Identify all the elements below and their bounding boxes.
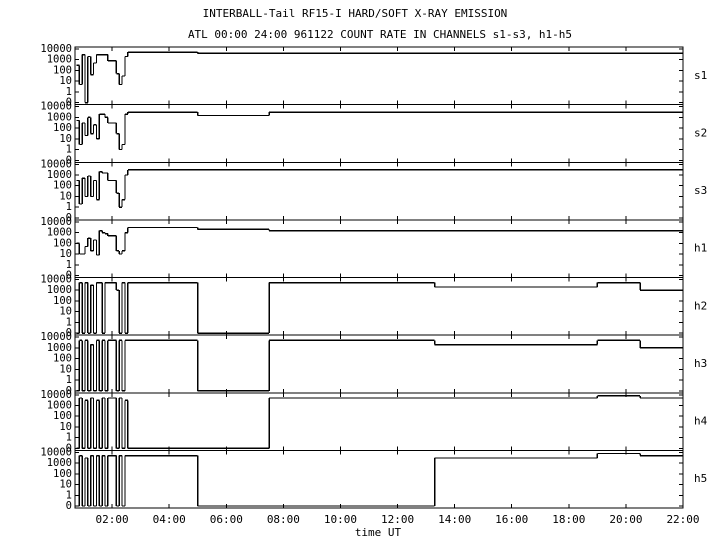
y-tick-label: 100 <box>53 295 72 307</box>
y-tick-label: 0 <box>66 327 72 339</box>
panel-label: h4 <box>694 415 708 428</box>
y-tick-label: 100 <box>53 468 72 480</box>
x-axis-label: time UT <box>355 526 402 539</box>
y-tick-label: 10 <box>59 190 72 202</box>
x-tick-label: 08:00 <box>267 513 300 526</box>
y-tick-label: 100 <box>53 237 72 249</box>
y-tick-label: 0 <box>66 270 72 282</box>
y-tick-label: 10 <box>59 306 72 318</box>
y-tick-label: 10000 <box>40 331 72 343</box>
y-tick-label: 1000 <box>47 169 72 181</box>
panel-label: s2 <box>694 126 707 139</box>
y-tick-label: 10000 <box>40 216 72 228</box>
y-tick-label: 0 <box>66 500 72 512</box>
y-tick-label: 1000 <box>47 111 72 123</box>
y-tick-label: 1000 <box>47 284 72 296</box>
y-tick-label: 0 <box>66 212 72 224</box>
panel-frame <box>74 334 684 394</box>
panel-frame <box>74 46 684 106</box>
x-tick-label: 02:00 <box>96 513 129 526</box>
y-tick-label: 10000 <box>40 446 72 458</box>
x-tick-label: 06:00 <box>210 513 243 526</box>
y-tick-label: 1 <box>66 432 72 444</box>
x-tick-label: 16:00 <box>495 513 528 526</box>
panel-frame <box>74 449 684 509</box>
y-tick-label: 10000 <box>40 274 72 286</box>
x-tick-label: 20:00 <box>609 513 642 526</box>
panel-label: h5 <box>694 472 707 485</box>
panel-frame <box>74 392 684 451</box>
y-tick-label: 10 <box>59 133 72 145</box>
x-tick-label: 18:00 <box>552 513 585 526</box>
y-tick-label: 100 <box>53 180 72 192</box>
y-tick-label: 1 <box>66 86 72 98</box>
panel-label: s3 <box>694 184 707 197</box>
x-tick-label: 14:00 <box>438 513 471 526</box>
x-tick-label: 04:00 <box>153 513 186 526</box>
y-tick-label: 10 <box>59 248 72 260</box>
panel-frame <box>74 277 684 336</box>
y-tick-label: 1 <box>66 489 72 501</box>
y-tick-label: 1 <box>66 144 72 156</box>
y-tick-label: 10 <box>59 421 72 433</box>
y-tick-label: 1 <box>66 316 72 328</box>
chart-subtitle: ATL 00:00 24:00 961122 COUNT RATE IN CHA… <box>188 28 572 41</box>
y-tick-label: 0 <box>66 154 72 166</box>
y-tick-label: 10000 <box>40 158 72 170</box>
y-tick-label: 100 <box>53 410 72 422</box>
y-tick-label: 1000 <box>47 399 72 411</box>
y-tick-label: 1 <box>66 374 72 386</box>
panel-label: h1 <box>694 242 707 255</box>
y-tick-label: 1000 <box>47 457 72 469</box>
panel-label: h3 <box>694 357 707 370</box>
x-tick-label: 12:00 <box>381 513 414 526</box>
panel-frame <box>74 104 684 163</box>
panel-label: s1 <box>694 69 707 82</box>
x-tick-label: 10:00 <box>324 513 357 526</box>
y-tick-label: 100 <box>53 353 72 365</box>
y-tick-label: 1000 <box>47 342 72 354</box>
y-tick-label: 10 <box>59 75 72 87</box>
y-tick-label: 1000 <box>47 54 72 66</box>
y-tick-label: 10000 <box>40 43 72 55</box>
y-tick-label: 1000 <box>47 227 72 239</box>
y-tick-label: 0 <box>66 97 72 109</box>
y-tick-label: 0 <box>66 385 72 397</box>
y-tick-label: 10000 <box>40 389 72 401</box>
panel-frame <box>74 161 684 221</box>
y-tick-label: 10000 <box>40 101 72 113</box>
x-tick-label: 22:00 <box>666 513 699 526</box>
y-tick-label: 1 <box>66 259 72 271</box>
y-tick-label: 10 <box>59 479 72 491</box>
y-tick-label: 100 <box>53 64 72 76</box>
chart-title: INTERBALL-Tail RF15-I HARD/SOFT X-RAY EM… <box>203 7 508 20</box>
y-tick-label: 100 <box>53 122 72 134</box>
panel-label: h2 <box>694 299 707 312</box>
y-tick-label: 10 <box>59 363 72 375</box>
y-tick-label: 1 <box>66 201 72 213</box>
panel-frame <box>74 219 684 278</box>
y-tick-label: 0 <box>66 442 72 454</box>
